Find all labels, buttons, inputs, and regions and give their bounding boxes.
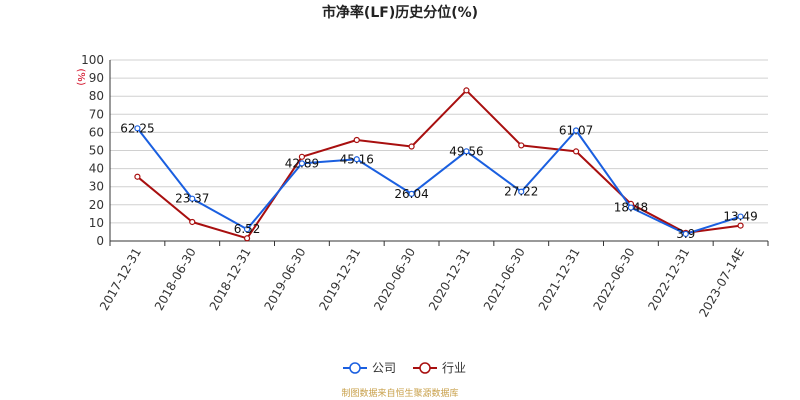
x-tick-label: 2020-12-31	[426, 245, 473, 312]
data-label: 27.22	[504, 185, 538, 199]
data-point	[408, 143, 415, 150]
data-point	[298, 153, 306, 160]
y-tick-label: 70	[89, 107, 104, 121]
y-tick-label: 50	[89, 144, 104, 158]
x-tick-label: 2019-12-31	[316, 246, 363, 313]
x-tick-label: 2020-06-30	[371, 246, 418, 313]
chart-title: 市净率(LF)历史分位(%)	[322, 4, 478, 21]
data-point	[243, 226, 251, 233]
data-point	[463, 148, 470, 155]
data-label: 61.07	[559, 123, 593, 137]
y-tick-label: 100	[81, 53, 104, 67]
data-point	[737, 222, 744, 229]
data-point	[518, 142, 525, 149]
x-tick-label: 2022-06-30	[591, 246, 638, 313]
x-tick-label: 2019-06-30	[262, 246, 309, 313]
source-note: 制图数据来自恒生聚源数据库	[341, 387, 458, 399]
y-tick-labels: 0 10 20 30 40 50 60 70 80 90 100	[81, 53, 104, 248]
y-tick-label: 40	[89, 162, 104, 176]
legend-swatch-marker	[349, 362, 361, 374]
x-tick-label: 2017-12-31	[97, 246, 144, 313]
data-point	[518, 188, 525, 195]
data-point	[682, 230, 689, 238]
data-point	[627, 204, 635, 211]
x-tick-label: 2023-07-14E	[696, 246, 747, 320]
data-label: 26.04	[394, 187, 428, 201]
data-label: 18.48	[614, 201, 648, 215]
data-label: 23.37	[175, 192, 209, 206]
x-tick-label: 2021-12-31	[536, 246, 583, 313]
legend-label[interactable]: 公司	[372, 361, 396, 375]
y-tick-label: 20	[89, 198, 104, 212]
data-label: 62.25	[120, 121, 154, 135]
data-point	[298, 160, 306, 167]
grid-lines	[110, 59, 768, 242]
data-label: 49.56	[449, 144, 483, 158]
x-tick-labels: 2017-12-31 2018-06-30 2018-12-31 2019-06-30…	[97, 245, 747, 319]
x-tick-label: 2022-12-31	[645, 246, 692, 313]
y-axis-unit: (%)	[75, 68, 86, 85]
series-line	[136, 127, 741, 235]
data-label: 42.89	[285, 156, 319, 170]
data-label: 6.52	[234, 222, 261, 236]
data-point	[737, 213, 744, 220]
y-tick-label: 90	[89, 71, 104, 85]
series-line	[136, 89, 741, 240]
data-point	[463, 87, 470, 94]
x-tick-label: 2018-12-31	[207, 245, 254, 312]
data-point	[572, 127, 580, 134]
data-label: 3.9	[676, 227, 695, 241]
y-tick-label: 0	[96, 234, 104, 248]
data-point	[353, 136, 360, 144]
data-point	[134, 173, 141, 180]
data-point	[189, 195, 196, 202]
data-label: 13.49	[723, 210, 757, 224]
y-tick-label: 60	[89, 125, 104, 139]
series-group	[134, 87, 744, 242]
y-tick-label: 80	[89, 89, 104, 103]
x-tick-label: 2018-06-30	[152, 246, 199, 313]
data-labels: 62.25 23.37 6.52 42.89 45.16 26.04 49.56 27.22 6…	[120, 121, 758, 241]
legend-swatch-marker	[419, 362, 431, 374]
legend[interactable]: 公司 行业	[343, 361, 466, 375]
y-tick-label: 30	[89, 180, 104, 194]
y-tick-label: 10	[89, 216, 104, 230]
data-point	[134, 125, 141, 132]
data-point	[572, 148, 580, 155]
legend-label[interactable]: 行业	[442, 361, 466, 375]
data-point	[243, 235, 251, 242]
data-point	[189, 218, 196, 226]
data-point	[408, 190, 415, 197]
data-label: 45.16	[340, 152, 374, 166]
x-tick-label: 2021-06-30	[481, 246, 528, 313]
axes	[109, 60, 769, 246]
data-point	[353, 156, 360, 163]
